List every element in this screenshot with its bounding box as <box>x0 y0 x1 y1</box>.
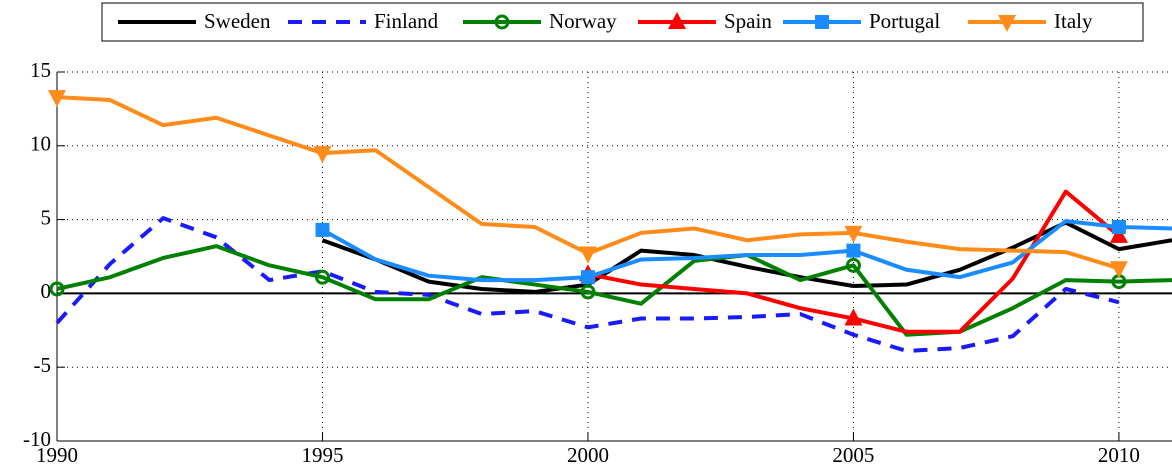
y-tick-label: 5 <box>41 205 52 229</box>
x-tick-label: 1990 <box>36 443 78 467</box>
marker <box>844 308 863 326</box>
y-tick-label: 0 <box>41 279 52 303</box>
marker <box>49 281 65 297</box>
y-tick-label: 15 <box>30 58 51 82</box>
series-line <box>56 244 1172 337</box>
legend-label: Sweden <box>204 9 271 33</box>
legend-marker <box>998 15 1016 32</box>
marker <box>1111 219 1126 234</box>
legend-label: Italy <box>1054 9 1093 33</box>
marker <box>48 90 66 108</box>
legend-marker <box>815 15 829 29</box>
marker <box>580 270 595 285</box>
marker <box>845 257 861 273</box>
marker <box>1109 225 1128 243</box>
marker <box>846 243 861 258</box>
legend-label: Spain <box>724 9 772 33</box>
x-tick-label: 1995 <box>301 443 343 467</box>
legend-marker <box>668 12 686 29</box>
marker <box>580 284 596 300</box>
x-tick-label: 2005 <box>832 443 874 467</box>
y-tick-label: 10 <box>30 132 51 156</box>
x-tick-label: 2010 <box>1098 443 1140 467</box>
y-tick-label: -5 <box>34 353 52 377</box>
x-tick-label: 2000 <box>567 443 609 467</box>
marker <box>313 146 332 164</box>
y-tick-label: -10 <box>23 427 51 451</box>
legend-marker <box>494 14 510 30</box>
series-line <box>321 220 1172 294</box>
legend-label: Portugal <box>869 9 940 33</box>
marker <box>578 246 597 264</box>
marker <box>844 225 863 243</box>
legend-label: Finland <box>374 9 439 33</box>
marker <box>315 222 330 237</box>
legend-label: Norway <box>549 9 617 33</box>
marker <box>314 269 330 285</box>
series-line <box>321 219 1172 283</box>
marker <box>1109 261 1128 279</box>
